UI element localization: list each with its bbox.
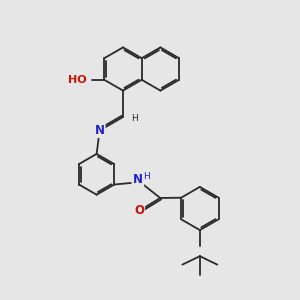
Text: O: O bbox=[134, 204, 144, 218]
Text: HO: HO bbox=[68, 75, 86, 85]
Text: H: H bbox=[131, 114, 138, 123]
Text: H: H bbox=[143, 172, 150, 181]
Text: N: N bbox=[133, 173, 143, 186]
Text: N: N bbox=[94, 124, 105, 137]
